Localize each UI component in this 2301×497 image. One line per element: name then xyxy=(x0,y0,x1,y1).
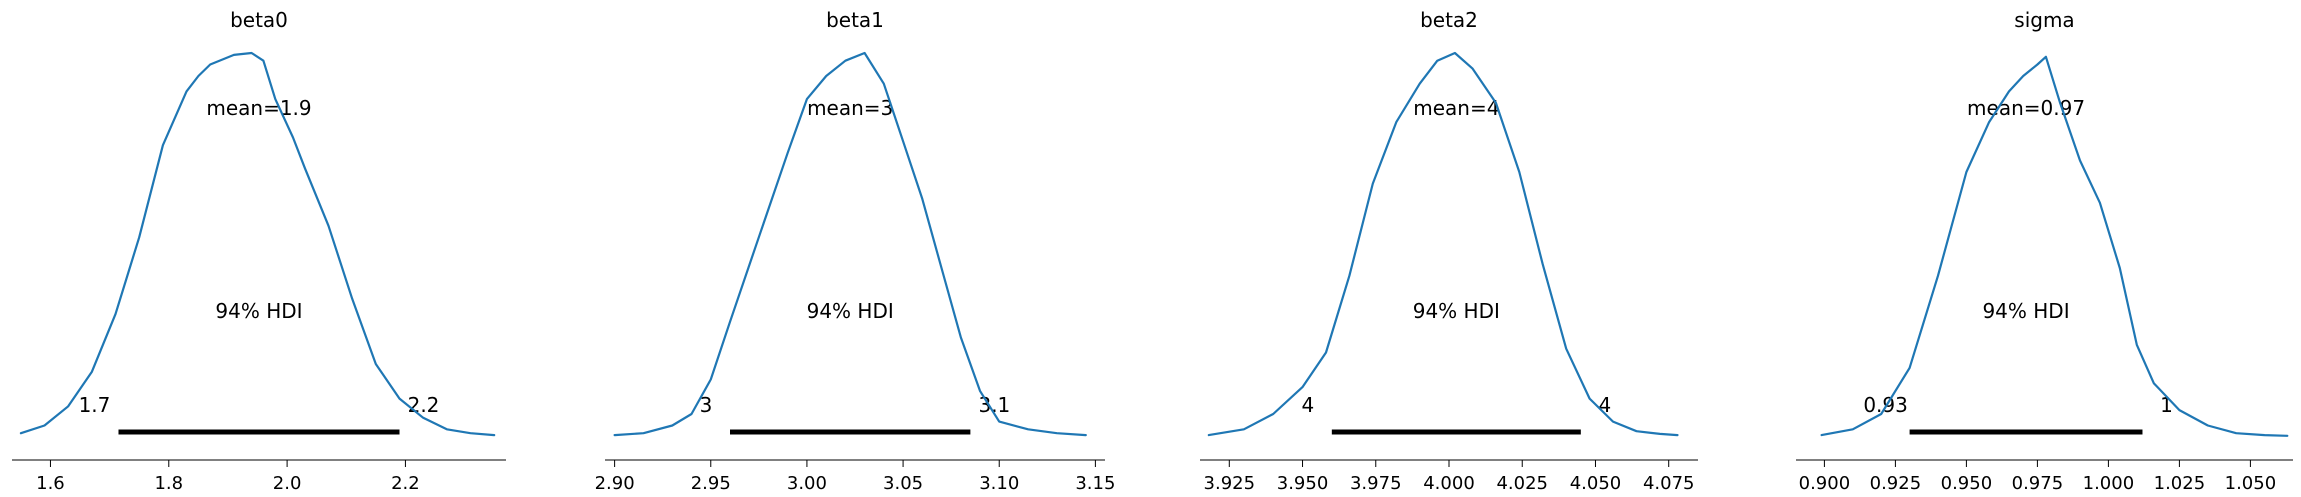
x-tick-label: 3.925 xyxy=(1204,473,1256,494)
x-tick-label: 4.025 xyxy=(1496,473,1548,494)
x-tick-label: 4.050 xyxy=(1570,473,1622,494)
panel-title-sigma: sigma xyxy=(2014,8,2074,32)
panel-beta1: beta1 mean=3 94% HDI 3 3.1 2.90 2.95 3.0… xyxy=(595,8,1116,494)
hdi-high-label-beta0: 2.2 xyxy=(408,393,440,417)
hdi-label-beta1: 94% HDI xyxy=(807,299,894,323)
x-tick-label: 3.05 xyxy=(883,473,923,494)
hdi-low-label-beta1: 3 xyxy=(700,393,713,417)
x-tick-label: 0.900 xyxy=(1799,473,1851,494)
x-tick-label: 1.025 xyxy=(2154,473,2206,494)
x-tick-label: 3.00 xyxy=(787,473,827,494)
x-tick-label: 4.000 xyxy=(1423,473,1475,494)
hdi-label-sigma: 94% HDI xyxy=(1982,299,2069,323)
x-tick-label: 2.0 xyxy=(273,473,302,494)
x-tick-label: 3.975 xyxy=(1350,473,1402,494)
panel-beta0: beta0 mean=1.9 94% HDI 1.7 2.2 1.6 1.8 2… xyxy=(12,8,506,494)
x-tick-label: 3.950 xyxy=(1277,473,1329,494)
x-tick-label: 4.075 xyxy=(1643,473,1695,494)
panel-beta2: beta2 mean=4 94% HDI 4 4 3.925 3.950 3.9… xyxy=(1200,8,1698,494)
x-tick-label: 0.925 xyxy=(1870,473,1922,494)
hdi-label-beta2: 94% HDI xyxy=(1413,299,1500,323)
density-curve xyxy=(1820,55,2289,437)
hdi-label-beta0: 94% HDI xyxy=(215,299,302,323)
panel-sigma: sigma mean=0.97 94% HDI 0.93 1 0.900 0.9… xyxy=(1796,8,2293,494)
x-tick-label: 1.000 xyxy=(2083,473,2135,494)
mean-label-beta0: mean=1.9 xyxy=(206,96,311,120)
hdi-low-label-beta2: 4 xyxy=(1301,393,1314,417)
mean-label-sigma: mean=0.97 xyxy=(1967,96,2085,120)
hdi-low-label-beta0: 1.7 xyxy=(79,393,111,417)
density-curve xyxy=(19,51,496,437)
panel-title-beta0: beta0 xyxy=(230,8,288,32)
panel-title-beta1: beta1 xyxy=(826,8,884,32)
x-tick-label: 1.050 xyxy=(2225,473,2277,494)
mean-label-beta1: mean=3 xyxy=(807,96,893,120)
x-tick-label: 0.950 xyxy=(1941,473,1993,494)
x-tick-label: 2.2 xyxy=(391,473,420,494)
x-tick-label: 2.95 xyxy=(691,473,731,494)
panel-title-beta2: beta2 xyxy=(1420,8,1478,32)
density-curve xyxy=(613,51,1087,437)
x-tick-label: 3.15 xyxy=(1075,473,1115,494)
x-tick-label: 3.10 xyxy=(979,473,1019,494)
mean-label-beta2: mean=4 xyxy=(1413,96,1499,120)
x-tick-label: 1.8 xyxy=(154,473,183,494)
density-curve xyxy=(1207,51,1679,437)
x-tick-label: 2.90 xyxy=(595,473,635,494)
x-tick-label: 1.6 xyxy=(36,473,65,494)
x-tick-label: 0.975 xyxy=(2012,473,2064,494)
